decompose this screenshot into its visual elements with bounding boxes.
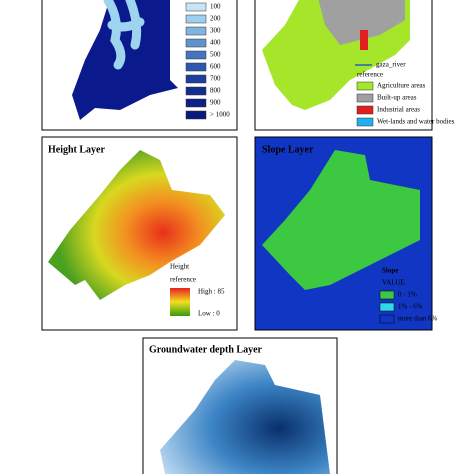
- legend-label: 100: [210, 3, 221, 11]
- legend-label: 300: [210, 27, 221, 35]
- legend-label: Built-up areas: [377, 94, 417, 102]
- map: [160, 360, 330, 474]
- legend-label: 900: [210, 99, 221, 107]
- map-feature: [360, 30, 368, 50]
- map-feature: [103, 0, 145, 70]
- legend-swatch: [356, 81, 374, 91]
- legend: Agriculture areas Built-up areas Industria…: [356, 81, 455, 127]
- legend: 0 - 1% 1% - 6% more than 6%: [379, 290, 437, 324]
- legend-label: gaza_river: [376, 61, 406, 69]
- legend-label: Industrial areas: [377, 106, 420, 114]
- legend-subtitle: VALUE: [382, 279, 405, 287]
- legend-label: 800: [210, 87, 221, 95]
- legend-title: Height: [170, 263, 189, 271]
- legend-swatch: [356, 117, 374, 127]
- map: [48, 150, 225, 300]
- map: [262, 150, 420, 290]
- legend-title: reference: [357, 71, 383, 79]
- legend-swatch: [379, 314, 395, 324]
- legend-swatch: [185, 26, 207, 36]
- legend-swatch: [185, 110, 207, 120]
- legend-swatch: [185, 74, 207, 84]
- legend-label: 0 - 1%: [398, 291, 417, 299]
- legend-label: High : 85: [198, 288, 225, 296]
- legend-label: 400: [210, 39, 221, 47]
- legend-swatch: [379, 302, 395, 312]
- legend-swatch: [379, 290, 395, 300]
- legend-swatch: [185, 50, 207, 60]
- map-feature: [318, 0, 405, 45]
- legend-title: Slope: [382, 267, 398, 275]
- panel-title: Slope Layer: [262, 144, 314, 155]
- legend-label: Wet-lands and water bodies: [377, 118, 455, 126]
- legend-subtitle: reference: [170, 276, 196, 284]
- legend-label: 1% - 6%: [398, 303, 423, 311]
- legend-swatch: [185, 98, 207, 108]
- legend-label: Low : 0: [198, 310, 220, 318]
- legend-label: 500: [210, 51, 221, 59]
- legend-label: Agriculture areas: [377, 82, 426, 90]
- legend-swatch: [185, 14, 207, 24]
- legend-label: 600: [210, 63, 221, 71]
- legend-swatch: [185, 2, 207, 12]
- legend-swatch: [185, 62, 207, 72]
- legend-label: more than 6%: [398, 315, 437, 323]
- legend-ramp: [170, 288, 190, 316]
- legend-label: 700: [210, 75, 221, 83]
- legend-swatch: [356, 93, 374, 103]
- legend-swatch: [185, 86, 207, 96]
- legend-swatch: [185, 38, 207, 48]
- legend-swatch: [356, 105, 374, 115]
- legend-label: 200: [210, 15, 221, 23]
- legend-label: > 1000: [210, 111, 230, 119]
- panel-title: Groundwater depth Layer: [149, 344, 263, 355]
- legend: 100 200 300 400 500 600 700 800 900 > 1000: [185, 2, 230, 120]
- panel-title: Height Layer: [48, 144, 105, 155]
